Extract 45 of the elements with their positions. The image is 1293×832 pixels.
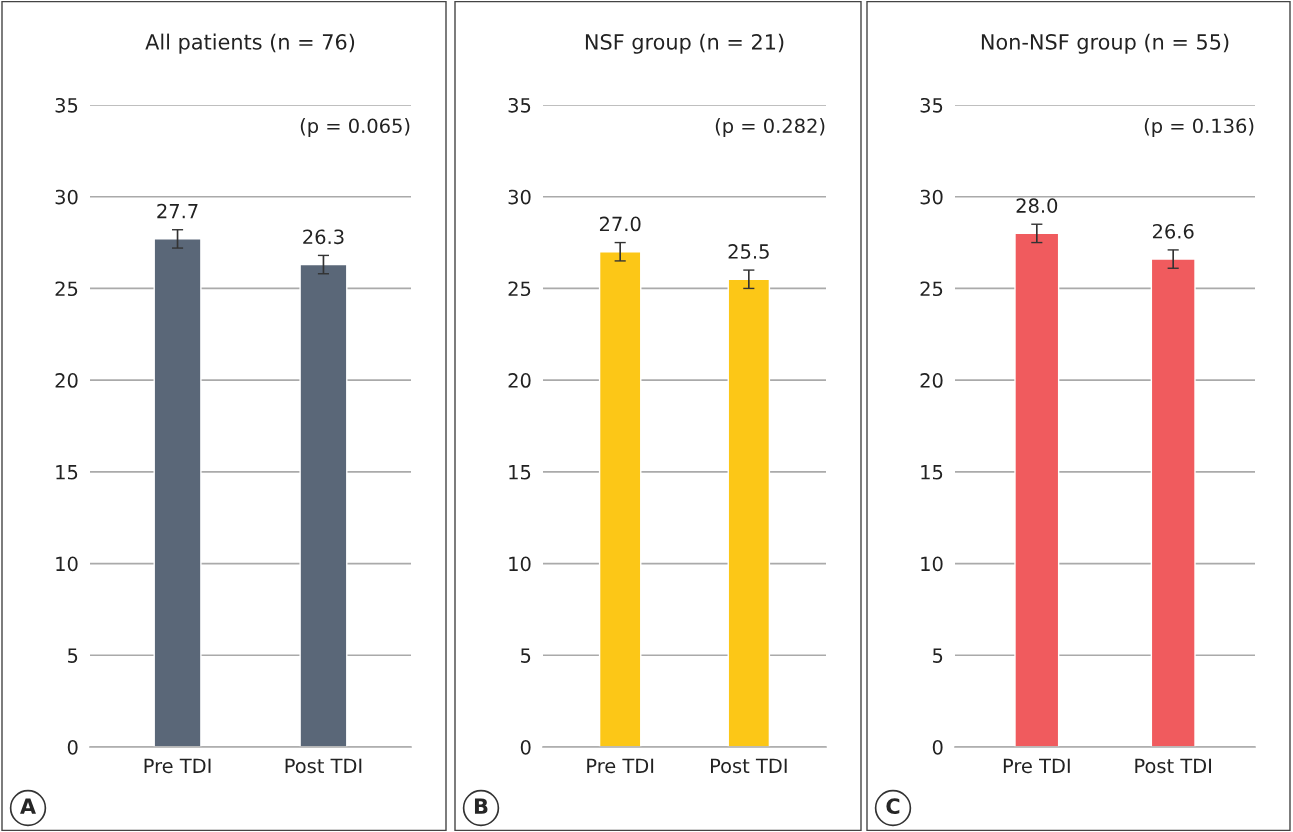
- y-tick-label: 0: [932, 739, 943, 755]
- y-tick-label: 5: [933, 648, 943, 663]
- y-tick-label: 10: [56, 556, 78, 572]
- x-tick-label: Pre TDI: [1003, 758, 1070, 774]
- y-tick-label: 35: [920, 97, 943, 113]
- y-tick-label: 20: [508, 373, 531, 388]
- x-tick-label: Post TDI: [285, 758, 362, 774]
- data-label: 27.0: [599, 216, 641, 232]
- y-tick-label: 10: [509, 556, 531, 572]
- y-tick-label: 25: [55, 281, 78, 297]
- chart-title: Non-NSF group (n = 55): [981, 33, 1229, 54]
- annotation: (p = 0.136): [1144, 118, 1254, 137]
- annotation: (p = 0.282): [715, 118, 825, 137]
- data-label: 28.0: [1016, 198, 1058, 213]
- x-tick-label: Pre TDI: [144, 758, 211, 774]
- y-tick-label: 25: [920, 281, 943, 297]
- chart-title: NSF group (n = 21): [585, 33, 784, 54]
- y-tick-label: 35: [508, 97, 531, 113]
- y-tick-label: 30: [508, 189, 531, 205]
- annotation: (p = 0.065): [300, 118, 410, 137]
- y-tick-label: 30: [55, 189, 78, 205]
- data-label: 27.7: [157, 203, 198, 219]
- chart-title: All patients (n = 76): [145, 33, 355, 54]
- y-tick-label: 15: [921, 465, 943, 480]
- y-tick-label: 30: [920, 189, 943, 205]
- y-tick-label: 5: [68, 648, 78, 663]
- text: B: [474, 798, 488, 814]
- y-tick-label: 5: [521, 648, 531, 663]
- y-tick-label: 0: [520, 739, 531, 755]
- data-label: 25.5: [728, 244, 769, 259]
- text: C: [886, 798, 900, 815]
- y-tick-label: 10: [921, 556, 943, 572]
- y-tick-label: 15: [56, 465, 78, 480]
- text: A: [20, 798, 36, 814]
- y-tick-label: 15: [509, 465, 531, 480]
- y-tick-label: 20: [55, 373, 78, 388]
- x-tick-label: Post TDI: [711, 758, 787, 774]
- y-tick-label: 0: [67, 739, 78, 755]
- x-tick-label: Post TDI: [1135, 758, 1211, 774]
- x-tick-label: Pre TDI: [587, 758, 654, 774]
- data-label: 26.3: [303, 229, 344, 245]
- y-tick-label: 35: [55, 97, 78, 113]
- y-tick-label: 20: [920, 373, 943, 388]
- data-label: 26.6: [1152, 223, 1194, 239]
- y-tick-label: 25: [508, 281, 531, 297]
